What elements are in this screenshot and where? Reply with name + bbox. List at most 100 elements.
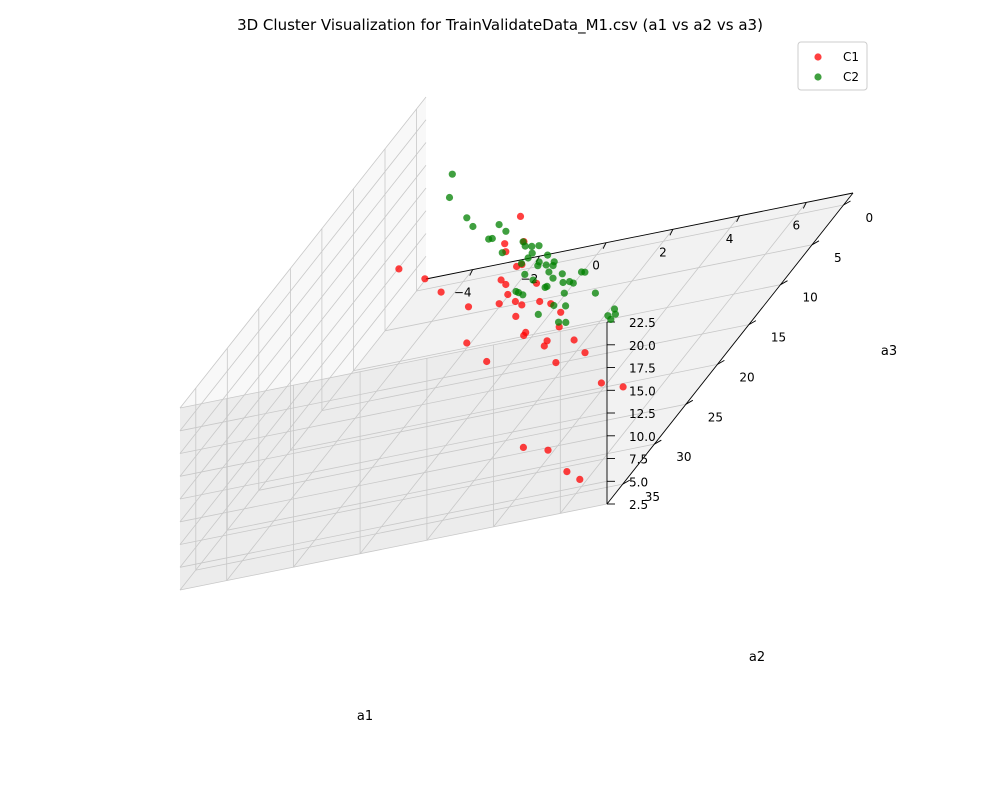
data-point-c2 (488, 234, 496, 243)
y-tick-label: 30 (676, 450, 691, 464)
y-tick-label: 25 (708, 410, 723, 424)
grid-line-z-back (179, 480, 608, 568)
data-point-c2 (535, 242, 543, 250)
data-point-c1 (619, 383, 627, 391)
data-point-c2 (469, 222, 477, 231)
y-tick-label: 5 (834, 251, 842, 265)
data-point-c2 (502, 227, 510, 235)
data-point-c2 (529, 276, 537, 284)
grid-line-z-back (179, 367, 608, 454)
chart-title: 3D Cluster Visualization for TrainValida… (237, 16, 763, 35)
data-point-c1 (497, 276, 505, 284)
data-point-c2 (495, 221, 503, 229)
data-point-c1 (483, 357, 491, 366)
grid-line-z-left (179, 278, 427, 591)
grid-line-y-floor (195, 483, 623, 571)
data-point-c1 (519, 443, 528, 451)
data-point-c1 (557, 308, 565, 316)
x-axis-line (425, 192, 854, 280)
data-point-c2 (549, 274, 557, 282)
data-point-c2 (445, 193, 454, 202)
legend-marker-c1 (814, 53, 822, 61)
data-point-c2 (591, 289, 600, 297)
z-tick-label: 20.0 (629, 339, 656, 353)
z-tick-label: 15.0 (629, 384, 656, 398)
grid-line-z-back (179, 321, 608, 409)
y-tick-label: 20 (739, 370, 754, 384)
data-point-c1 (543, 337, 551, 345)
data-point-c2 (517, 259, 526, 267)
grid-line-z-left (179, 233, 427, 545)
x-tick-label: 6 (792, 218, 800, 232)
grid-line-y-floor (384, 244, 813, 332)
data-point-c1 (522, 328, 530, 336)
y-tick-mark (685, 399, 694, 405)
x-axis-label: a1 (357, 709, 373, 724)
x-tick-mark (736, 215, 741, 223)
data-point-c1 (552, 359, 560, 367)
data-point-c2 (542, 261, 550, 269)
y-tick-mark (717, 360, 725, 365)
grid-line-z-back (179, 344, 608, 432)
y-tick-mark (622, 479, 631, 485)
axis-panes (180, 97, 853, 590)
data-point-c1 (581, 349, 589, 357)
data-point-c1 (463, 339, 471, 347)
data-point-c2 (519, 291, 527, 299)
data-point-c2 (524, 254, 532, 262)
grid-line-y-floor (290, 364, 718, 451)
grid-line-z-left (179, 210, 427, 523)
data-point-c1 (536, 297, 544, 306)
z-tick-label: 12.5 (629, 407, 656, 421)
z-tick-label: 5.0 (629, 475, 648, 489)
data-point-c2 (545, 268, 553, 276)
data-point-c2 (550, 258, 558, 266)
data-point-c2 (559, 278, 567, 287)
data-point-c2 (521, 242, 529, 250)
legend-label-c1: C1 (843, 50, 859, 64)
grid-line-z-left (179, 96, 427, 409)
y-tick-mark (654, 439, 662, 445)
y-tick-mark (748, 320, 757, 325)
data-point-c2 (560, 289, 568, 297)
data-point-c2 (463, 214, 471, 222)
data-point-c1 (502, 280, 510, 289)
data-point-c2 (566, 278, 574, 286)
grid-line-z-back (179, 389, 608, 477)
x-tick-label: 2 (659, 245, 667, 259)
data-point-c2 (555, 318, 563, 326)
x-tick-mark (669, 229, 674, 236)
data-point-c1 (504, 290, 512, 299)
data-point-c2 (448, 170, 456, 178)
x-tick-mark (469, 269, 474, 276)
tick-labels: −4−20246051015202530352.55.07.510.012.51… (454, 200, 873, 512)
x-tick-label: −4 (454, 286, 472, 300)
grid-line-y-floor (416, 204, 844, 292)
z-tick-label: 22.5 (629, 316, 656, 330)
z-axis-label: a3 (881, 344, 897, 359)
grid-line-z-left (179, 187, 427, 500)
data-point-c2 (604, 312, 612, 320)
data-point-c1 (597, 379, 606, 387)
data-point-c1 (544, 446, 552, 454)
grid-line-z-back (179, 412, 608, 500)
x-tick-mark (802, 202, 807, 209)
z-tick-label: 2.5 (629, 498, 648, 512)
grid-lines (179, 96, 844, 591)
data-points (395, 170, 627, 483)
data-point-c2 (521, 270, 529, 278)
data-point-c2 (534, 310, 542, 318)
x-tick-label: 0 (592, 259, 600, 273)
data-point-c1 (437, 288, 445, 296)
data-point-c2 (541, 283, 549, 291)
grid-line-z-left (179, 142, 427, 454)
data-point-c1 (576, 475, 584, 483)
data-point-c1 (518, 301, 526, 309)
grid-line-y-floor (353, 284, 781, 372)
y-tick-mark (811, 240, 820, 246)
y-tick-label: 10 (803, 291, 818, 305)
z-tick-label: 7.5 (629, 453, 648, 467)
data-point-c1 (421, 275, 429, 283)
